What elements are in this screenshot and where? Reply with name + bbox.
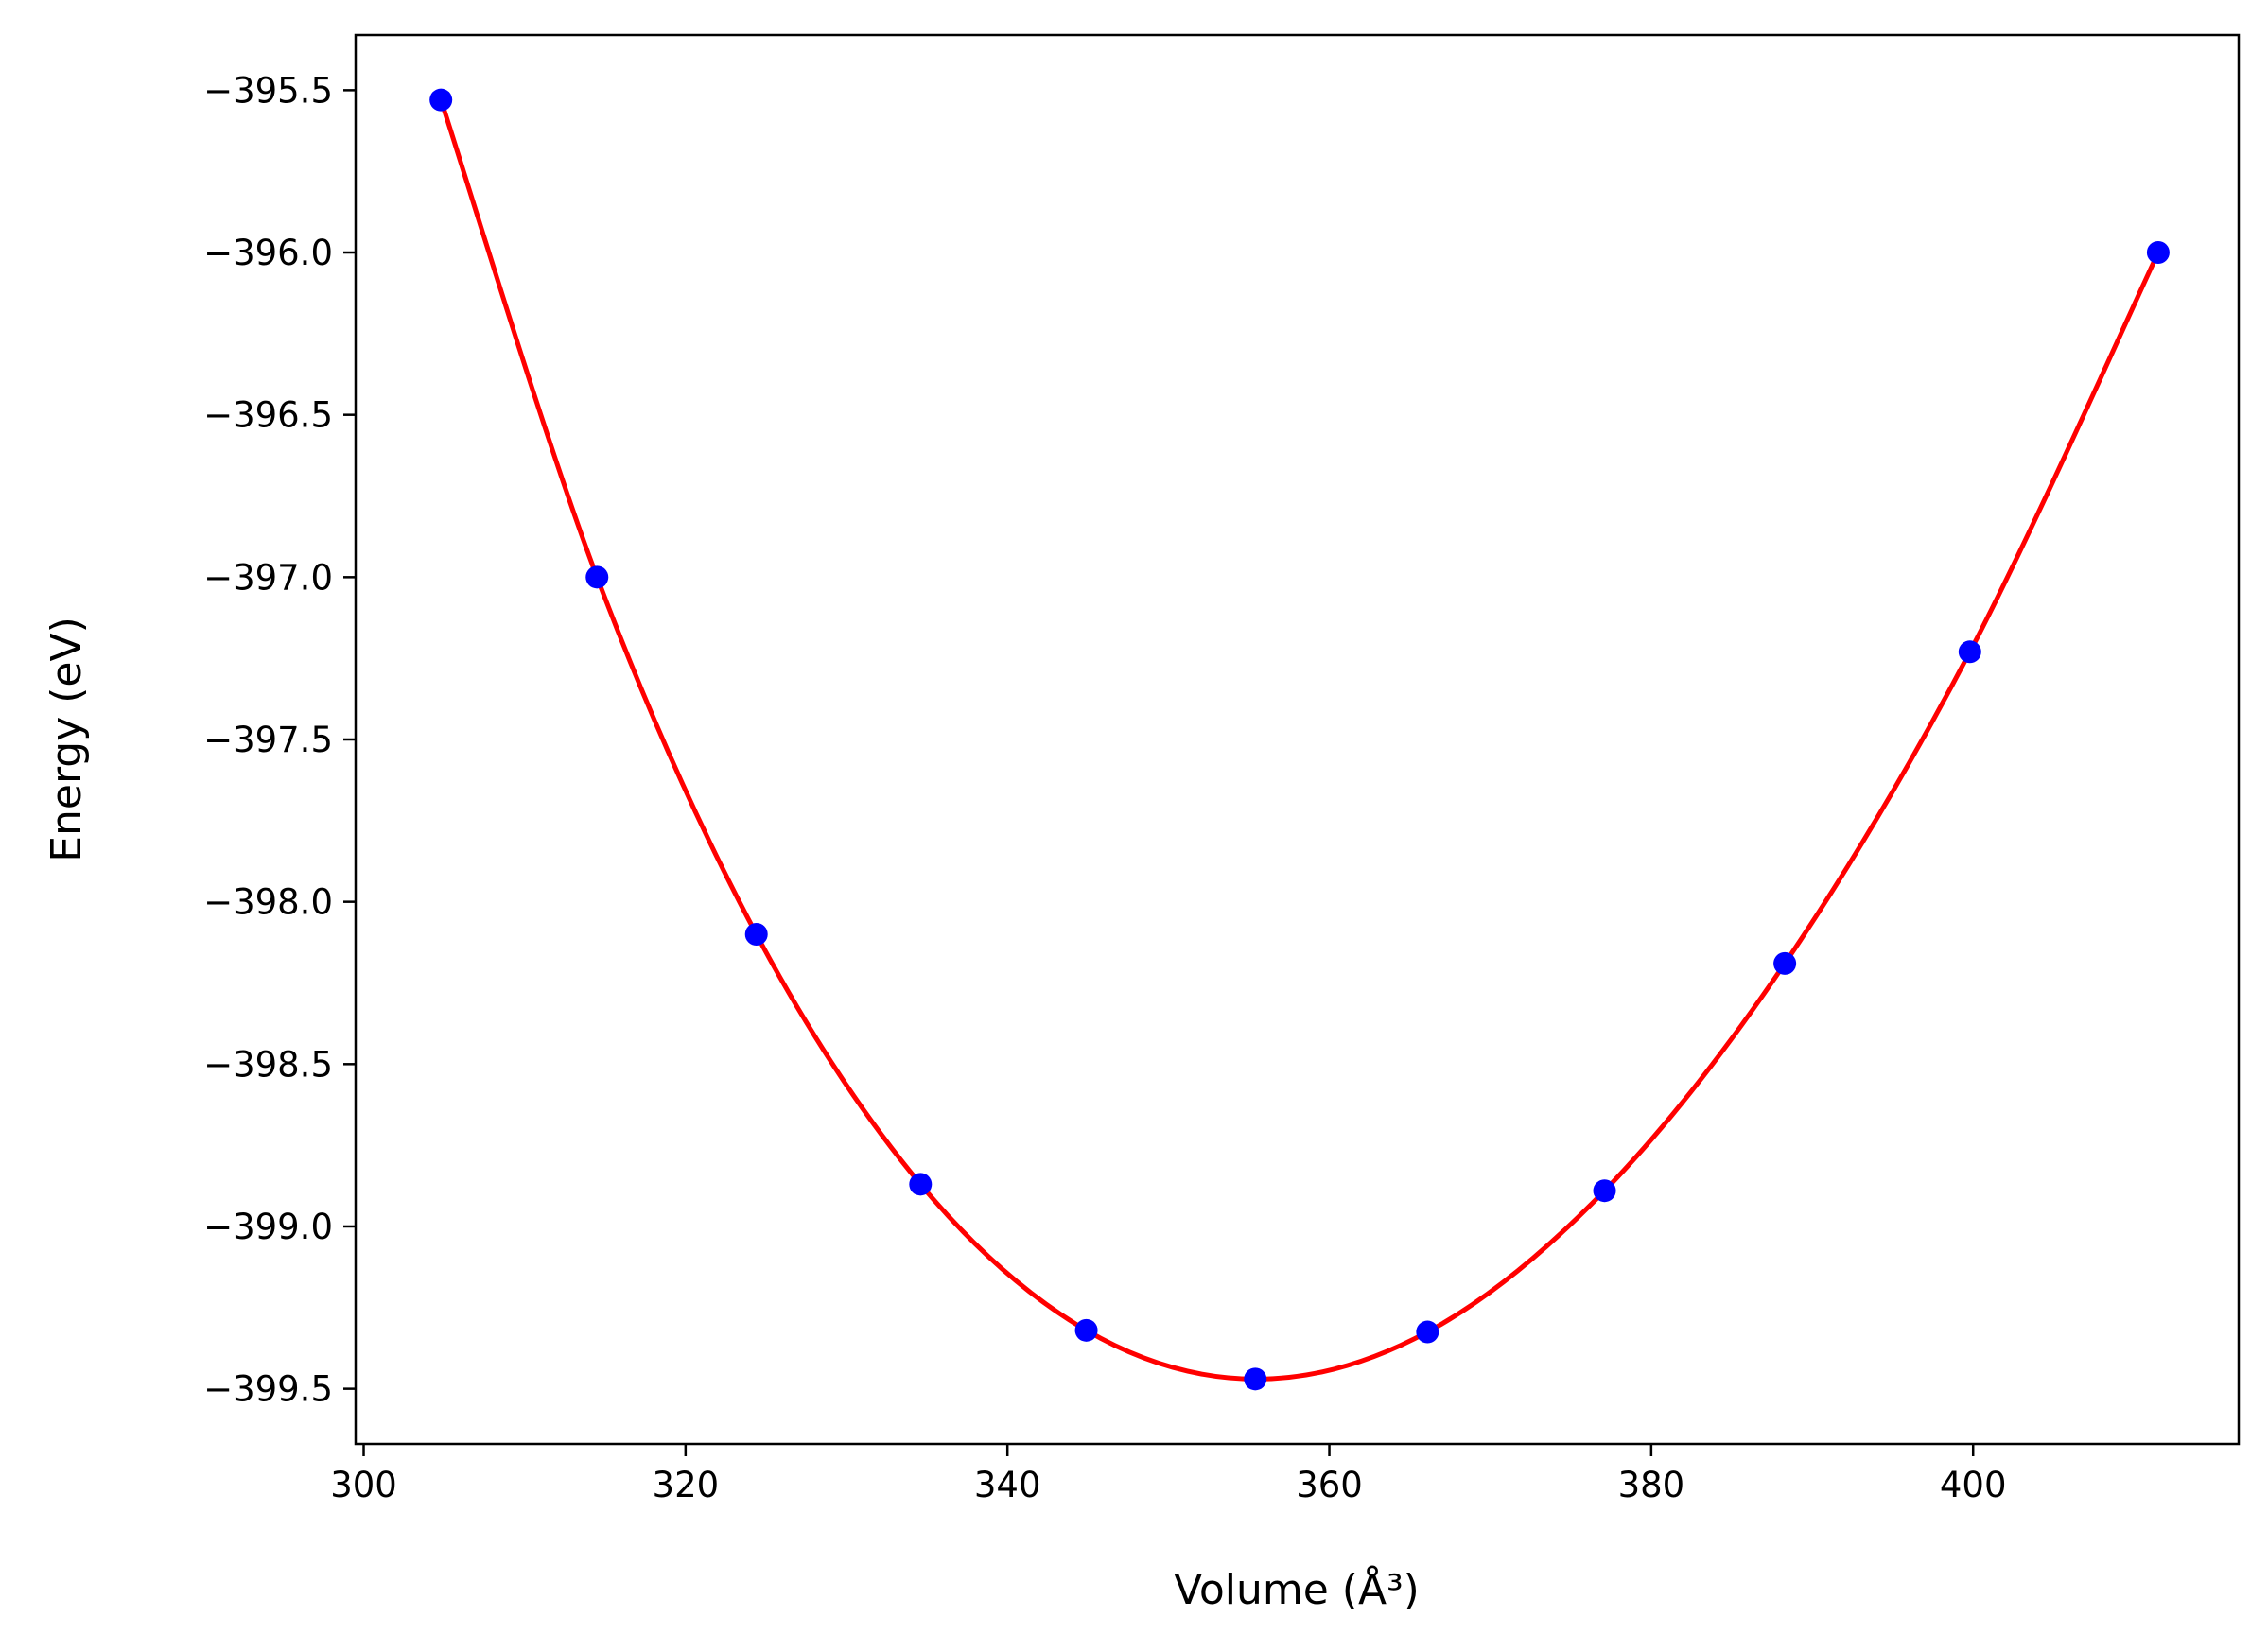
data-point [744, 922, 768, 946]
data-point [1074, 1318, 1098, 1342]
y-tick-label: −395.5 [203, 70, 333, 111]
y-tick-label: −399.0 [203, 1207, 333, 1247]
x-axis-label: Volume (Å³) [1174, 1564, 1420, 1614]
y-tick-label: −398.0 [203, 882, 333, 923]
data-point [1593, 1179, 1616, 1203]
x-tick-label: 360 [1296, 1465, 1363, 1505]
data-point [1773, 951, 1797, 975]
data-point [429, 88, 453, 112]
y-tick-label: −396.5 [203, 395, 333, 436]
y-tick-label: −397.5 [203, 720, 333, 760]
x-axis-ticks: 300 320 340 360 380 400 [330, 1444, 2007, 1505]
x-tick-label: 340 [974, 1465, 1041, 1505]
x-tick-label: 320 [653, 1465, 720, 1505]
data-point [1244, 1367, 1267, 1391]
data-point [909, 1173, 933, 1196]
x-tick-label: 380 [1618, 1465, 1685, 1505]
y-axis-ticks: −395.5 −396.0 −396.5 −397.0 −397.5 −398.0 −398… [203, 70, 356, 1410]
y-axis-label: Energy (eV) [43, 617, 91, 862]
y-tick-label: −399.5 [203, 1369, 333, 1410]
plot-frame [354, 33, 2241, 1446]
y-tick-label: −396.0 [203, 233, 333, 273]
x-tick-label: 300 [330, 1465, 397, 1505]
x-tick-label: 400 [1940, 1465, 2007, 1505]
data-point [1958, 640, 1981, 664]
data-points [429, 88, 2170, 1391]
data-point [585, 565, 609, 589]
y-tick-label: −398.5 [203, 1044, 333, 1085]
y-tick-label: −397.0 [203, 557, 333, 598]
fit-curve [438, 98, 2161, 1382]
data-point [1416, 1320, 1439, 1344]
data-point [2146, 241, 2170, 265]
